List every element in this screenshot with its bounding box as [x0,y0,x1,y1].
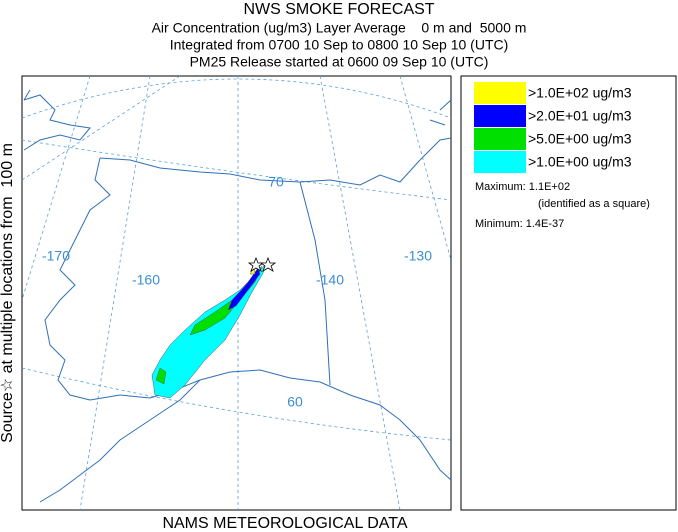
subtitle: Air Concentration (ug/m3) Layer Average … [152,20,527,36]
latitude-label: 70 [268,174,284,190]
legend-label: >2.0E+01 ug/m3 [528,108,632,124]
legend: Maximum: 1.1E+02 (identified as a square… [460,75,677,511]
longitude-label: -130 [404,248,432,264]
plume-contour [227,267,261,311]
legend-label: >1.0E+02 ug/m3 [528,85,632,101]
legend-swatch [474,105,526,127]
legend-label: >5.0E+00 ug/m3 [528,131,632,147]
max-note: (identified as a square) [538,198,650,210]
longitude-label: -160 [132,272,160,288]
legend-label: >1.0E+00 ug/m3 [528,154,632,170]
longitude-label: -140 [316,272,344,288]
map: -170 -160 -140 -130 70 60 [21,75,452,511]
footer: NAMS METEOROLOGICAL DATA [162,515,407,532]
legend-swatch [474,128,526,150]
subtitle: PM25 Release started at 0600 09 Sep 10 (… [190,54,489,70]
longitude-label: -170 [42,248,70,264]
sources [247,256,277,272]
title: NWS SMOKE FORECAST [243,1,434,18]
legend-swatch [474,82,526,104]
legend-swatch [474,151,526,173]
subtitle: Integrated from 0700 10 Sep to 0800 10 S… [170,37,509,53]
maximum: Maximum: 1.1E+02 [475,181,570,193]
coastline [23,89,452,503]
plume [151,261,269,399]
side-label: Source☆ at multiple locations from 100 m [0,143,16,443]
latitude-label: 60 [287,394,303,410]
minimum: Minimum: 1.4E-37 [475,218,564,230]
